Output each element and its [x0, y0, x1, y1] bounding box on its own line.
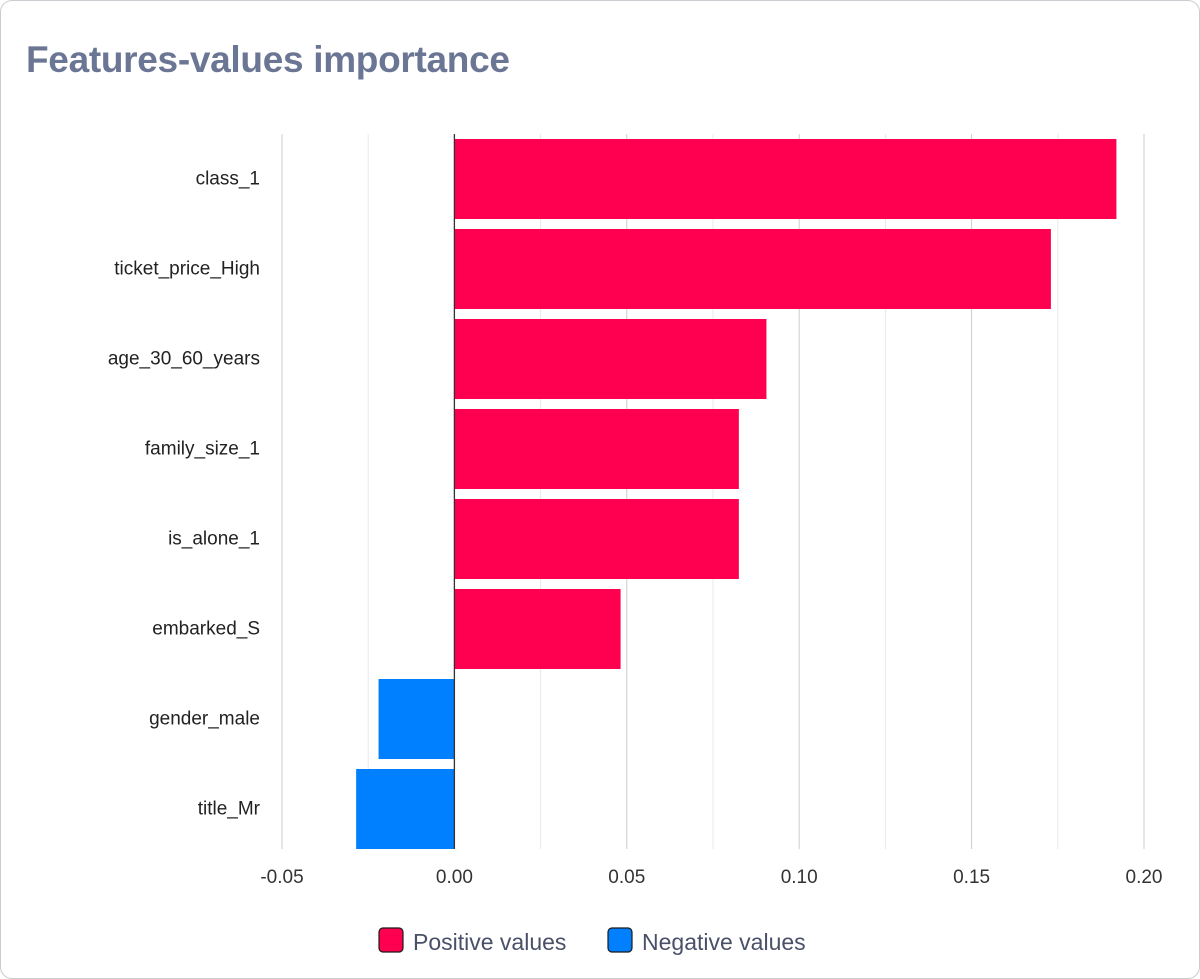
bar-ticket_price_High: [454, 229, 1051, 309]
category-label: is_alone_1: [168, 529, 260, 550]
x-tick-label: 0.20: [1126, 867, 1163, 888]
bar-title_Mr: [356, 769, 455, 849]
category-label: title_Mr: [198, 799, 261, 820]
legend-item-positive[interactable]: Positive values: [378, 927, 566, 955]
bars: [356, 139, 1117, 849]
legend-swatch: [607, 927, 633, 953]
legend: Positive values Negative values: [378, 927, 806, 955]
bar-embarked_S: [454, 589, 621, 669]
x-tick-label: 0.15: [953, 867, 990, 888]
bar-is_alone_1: [454, 499, 739, 579]
category-label: age_30_60_years: [108, 349, 260, 370]
bar-age_30_60_years: [454, 319, 767, 399]
legend-label: Negative values: [642, 929, 806, 955]
category-label: embarked_S: [152, 619, 260, 640]
bar-family_size_1: [454, 409, 739, 489]
bar-class_1: [454, 139, 1117, 219]
category-label: gender_male: [149, 709, 260, 730]
category-label: class_1: [196, 169, 260, 190]
category-label: family_size_1: [145, 439, 260, 460]
x-axis-tick-labels: -0.05 0.00 0.05 0.10 0.15 0.20: [260, 867, 1162, 888]
x-tick-label: -0.05: [260, 867, 303, 888]
bar-gender_male: [378, 679, 455, 759]
x-tick-label: 0.00: [436, 867, 473, 888]
category-label: ticket_price_High: [114, 259, 260, 280]
chart-title: Features-values importance: [26, 39, 510, 80]
legend-item-negative[interactable]: Negative values: [607, 927, 806, 955]
legend-label: Positive values: [413, 929, 566, 955]
x-tick-label: 0.05: [608, 867, 645, 888]
category-labels: class_1 ticket_price_High age_30_60_yearsf…: [108, 169, 261, 820]
legend-swatch: [378, 927, 404, 953]
x-tick-label: 0.10: [781, 867, 818, 888]
